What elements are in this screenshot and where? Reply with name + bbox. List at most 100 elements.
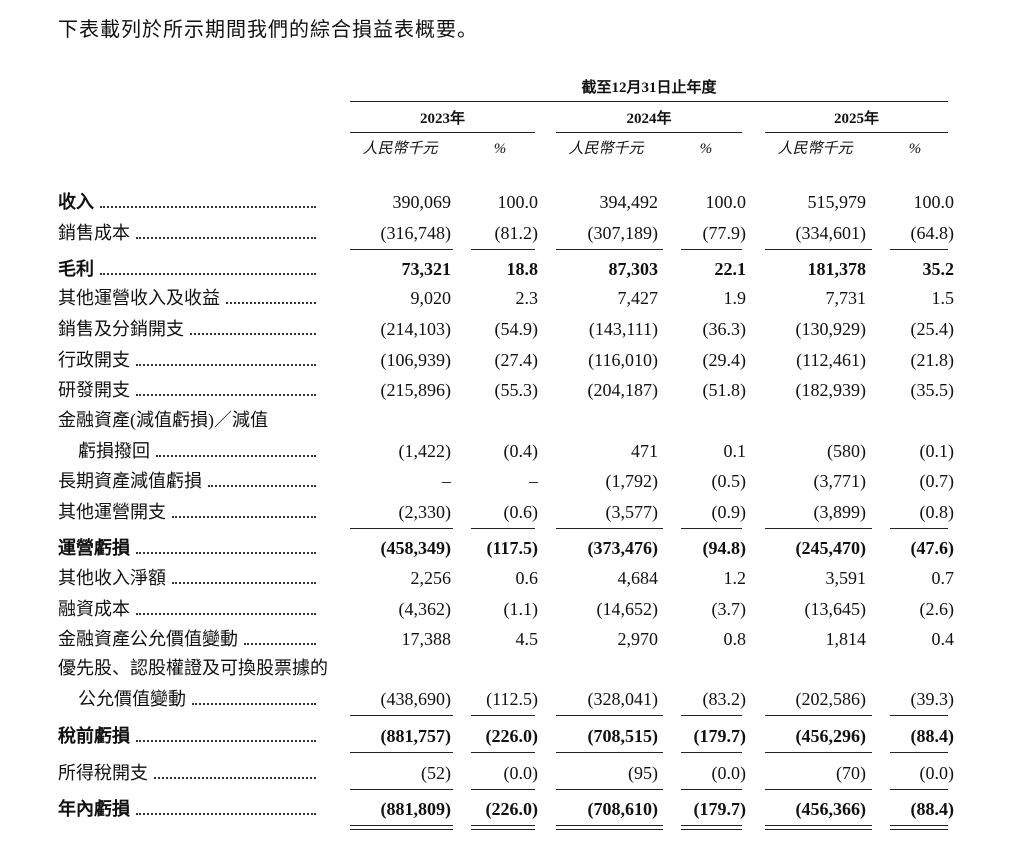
cell-value: (106,939) [380,350,452,370]
cell-value: 9,020 [410,288,452,308]
leader-dots [100,206,316,208]
cell-value: 390,069 [392,192,452,212]
cell-value: 18.8 [506,259,539,279]
underline [350,752,453,753]
period-header: 截至12月31日止年度 [581,80,717,96]
row-label: 融資成本 [58,598,320,620]
leader-dots [136,237,316,239]
cell-value: (77.9) [702,223,747,243]
label-text: 融資成本 [58,599,130,619]
row-label: 所得稅開支 [58,762,320,784]
cell-value: 100.0 [913,192,955,212]
cell-value: (438,690) [380,689,452,709]
cell-value: 0.6 [515,568,539,588]
row-label: 金融資產(減值虧損)／減值 [58,409,320,431]
row-label: 虧損撥回 [78,440,320,462]
row-label: 其他收入淨額 [58,567,320,589]
double-underline [890,825,948,826]
label-text: 長期資產減值虧損 [58,471,202,491]
cell-value: (52) [421,763,451,783]
cell-value: (112.5) [486,689,538,709]
underline [890,528,948,529]
cell-value: (47.6) [910,538,955,558]
cell-value: 22.1 [714,259,747,279]
cell-value: (179.7) [693,726,747,746]
underline [556,715,663,716]
cell-value: (202,586) [795,689,867,709]
label-text: 公允價值變動 [78,689,186,709]
cell-value: (226.0) [485,799,539,819]
double-underline [765,825,872,826]
row-label: 其他運營開支 [58,501,320,523]
cell-value: (2,330) [398,502,452,522]
double-underline [890,829,948,830]
label-text: 其他運營開支 [58,502,166,522]
leader-dots [136,552,316,554]
row-label: 長期資產減值虧損 [58,470,320,492]
cell-value: (1,792) [605,471,659,491]
leader-dots [192,703,316,705]
pct-header: % [493,141,507,157]
cell-value: (0.6) [503,502,539,522]
cell-value: 394,492 [599,192,659,212]
row-label: 行政開支 [58,349,320,371]
underline [681,715,742,716]
label-text: 優先股、認股權證及可換股票據的 [58,658,328,678]
cell-value: (54.9) [494,319,539,339]
cell-value: (36.3) [702,319,747,339]
cell-value: 0.4 [931,629,955,649]
year-header: 2023年 [419,111,465,127]
cell-value: (0.0) [503,763,539,783]
cell-value: – [529,471,538,491]
underline [890,715,948,716]
cell-value: (3,899) [813,502,867,522]
cell-value: (51.8) [702,380,747,400]
cell-value: (95) [628,763,658,783]
cell-value: (70) [836,763,866,783]
cell-value: (0.8) [919,502,955,522]
cell-value: (458,349) [380,538,452,558]
cell-value: 1.5 [931,288,955,308]
row-label: 公允價值變動 [78,688,320,710]
cell-value: (117.5) [486,538,539,558]
cell-value: (215,896) [380,380,452,400]
leader-dots [136,813,316,815]
cell-value: – [442,471,451,491]
leader-dots [156,455,316,457]
underline [350,528,453,529]
label-text: 所得稅開支 [58,763,148,783]
cell-value: (0.9) [711,502,747,522]
cell-value: (27.4) [494,350,539,370]
row-label: 毛利 [58,258,320,280]
underline [681,528,742,529]
unit-header: 人民幣千元 [362,141,438,157]
double-underline [556,825,663,826]
cell-value: (0.7) [919,471,955,491]
unit-header: 人民幣千元 [568,141,644,157]
double-underline [471,829,535,830]
row-label: 運營虧損 [58,537,320,559]
leader-dots [172,516,316,518]
cell-value: 3,591 [825,568,867,588]
cell-value: (316,748) [380,223,452,243]
row-label: 其他運營收入及收益 [58,287,320,309]
underline [681,249,742,250]
cell-value: 87,303 [608,259,659,279]
label-text: 虧損撥回 [78,441,150,461]
pct-header: % [699,141,713,157]
year-rule [556,132,742,133]
row-label: 銷售成本 [58,222,320,244]
underline [890,249,948,250]
underline [350,789,453,790]
leader-dots [190,333,316,335]
label-text: 行政開支 [58,350,130,370]
intro-text: 下表載列於所示期間我們的綜合損益表概要。 [58,19,478,41]
cell-value: (13,645) [804,599,867,619]
double-underline [765,829,872,830]
cell-value: 2.3 [515,288,539,308]
cell-value: (0.0) [919,763,955,783]
cell-value: (328,041) [587,689,659,709]
underline [765,789,872,790]
cell-value: (0.4) [503,441,539,461]
